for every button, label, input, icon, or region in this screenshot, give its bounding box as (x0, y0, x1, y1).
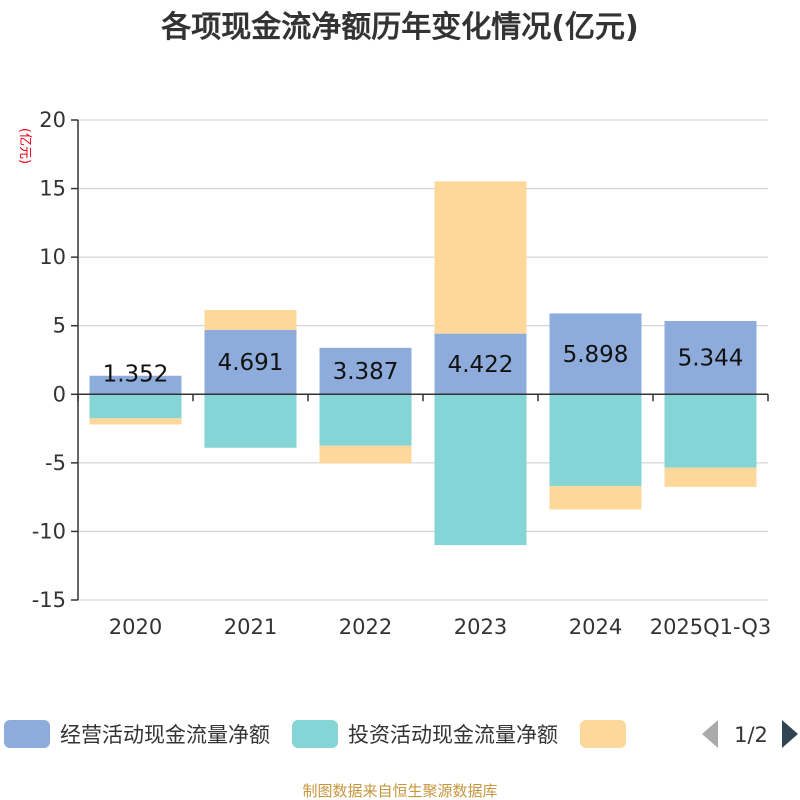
x-tick-label: 2022 (339, 615, 392, 639)
bar-2023-series-3 (434, 181, 527, 334)
bar-2023-series-1 (434, 333, 527, 395)
data-label-2025Q1-Q3: 5.344 (678, 346, 744, 372)
y-tick-label: -15 (32, 588, 66, 612)
y-tick-label: 0 (53, 382, 66, 406)
bar-2024-series-3 (549, 486, 642, 510)
data-source: 制图数据来自恒生聚源数据库 (302, 782, 497, 800)
bar-2021-series-1 (204, 329, 297, 395)
bar-2020-series-3 (89, 418, 182, 425)
legend-swatch-1 (4, 720, 50, 748)
x-tick-label: 2021 (224, 615, 277, 639)
bar-2020-series-1 (89, 375, 182, 395)
y-tick-label: 10 (39, 245, 66, 269)
bar-2025Q1-Q3-series-3 (664, 467, 757, 487)
x-tick-label: 2023 (454, 615, 507, 639)
y-tick-label: -5 (45, 451, 66, 475)
data-label-2023: 4.422 (448, 352, 514, 378)
legend-label-1: 经营活动现金流量净额 (60, 723, 270, 747)
bar-2022-series-1 (319, 347, 412, 395)
legend-swatch-3 (580, 720, 626, 748)
bar-2023-series-2 (434, 394, 527, 546)
data-label-2024: 5.898 (563, 342, 629, 368)
bar-2020-series-2 (89, 394, 182, 419)
bar-2022-series-2 (319, 394, 412, 446)
legend-swatch-2 (292, 720, 338, 748)
y-tick-label: -10 (32, 519, 66, 543)
bar-2024-series-2 (549, 394, 642, 487)
bar-2021-series-2 (204, 394, 297, 448)
legend-label-2: 投资活动现金流量净额 (348, 723, 558, 747)
bar-2025Q1-Q3-series-1 (664, 320, 757, 395)
bar-2021-series-3 (204, 310, 297, 330)
legend-prev-icon[interactable] (702, 720, 718, 748)
y-tick-label: 15 (39, 177, 66, 201)
y-tick-label: 5 (53, 314, 66, 338)
chart-title: 各项现金流净额历年变化情况(亿元) (160, 10, 638, 45)
legend-next-icon[interactable] (782, 720, 798, 748)
legend: 经营活动现金流量净额 投资活动现金流量净额 1/2 (4, 720, 798, 748)
x-tick-label: 2024 (569, 615, 622, 639)
y-tick-label: 20 (39, 108, 66, 132)
x-tick-label: 2025Q1-Q3 (650, 615, 772, 639)
axes: 20 15 10 5 0 -5 -10 -15 2020 2021 2022 2023 2024 2025… (32, 108, 772, 639)
data-labels: 1.352 4.691 3.387 4.422 5.898 5.344 (103, 342, 744, 388)
data-label-2022: 3.387 (333, 359, 399, 385)
y-axis-unit: (亿元) (17, 128, 32, 164)
bar-2024-series-1 (549, 313, 642, 395)
bar-2022-series-3 (319, 445, 412, 464)
data-label-2020: 1.352 (103, 362, 169, 388)
data-label-2021: 4.691 (218, 350, 284, 376)
bar-2025Q1-Q3-series-2 (664, 394, 757, 468)
x-tick-label: 2020 (109, 615, 162, 639)
legend-page-indicator: 1/2 (734, 723, 768, 747)
bars (89, 181, 757, 546)
